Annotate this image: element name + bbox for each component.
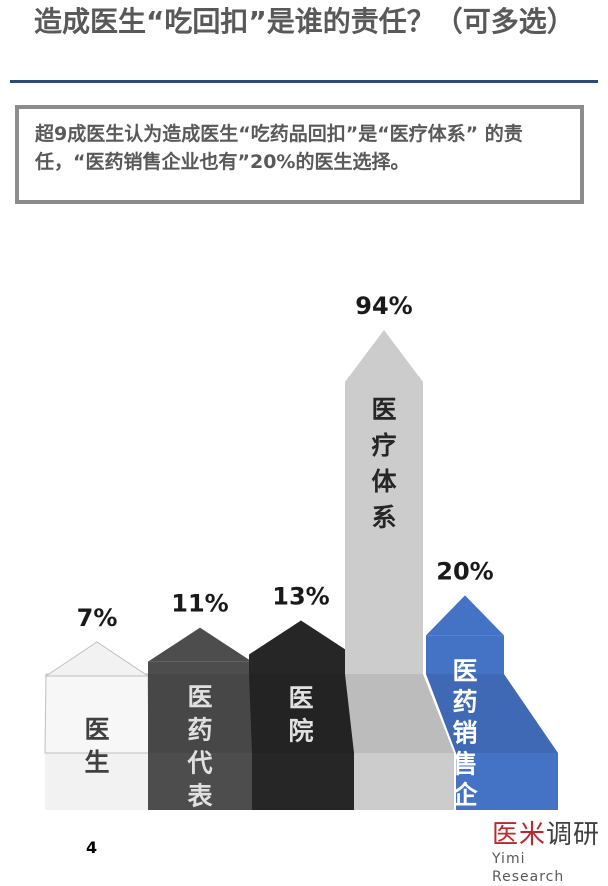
category-label-1-char-0: 医 — [187, 683, 212, 712]
bar-body-3 — [345, 382, 423, 674]
bar-body-4 — [426, 635, 504, 674]
category-label-0-char-0: 医 — [84, 715, 109, 744]
bar-skirt-2 — [249, 674, 356, 753]
category-label-4-char-2: 销 — [452, 718, 477, 747]
bar-plinth-0 — [45, 753, 149, 810]
bar-roof-3 — [345, 330, 423, 382]
bar-skirt-3 — [345, 674, 454, 753]
bar-roof-4 — [426, 595, 504, 636]
bar-roof-0 — [44, 641, 150, 677]
category-label-4-char-4: 企 — [452, 780, 478, 809]
category-label-3-char-3: 系 — [371, 503, 396, 532]
logo-cn: 医米调研 — [492, 820, 602, 850]
category-label-3-char-0: 医 — [371, 395, 396, 424]
bar-plinth-3 — [354, 753, 454, 810]
yimi-logo: 医米调研 Yimi Research — [492, 820, 602, 886]
page-title: 造成医生“吃回扣”是谁的责任？（可多选） — [34, 5, 575, 38]
category-label-0-char-1: 生 — [84, 748, 109, 777]
value-label-1: 11% — [171, 590, 228, 618]
category-label-4-char-0: 医 — [452, 656, 477, 685]
value-label-3: 94% — [355, 292, 412, 320]
bar-roof-2 — [249, 620, 353, 655]
bar-skirt-4 — [426, 674, 558, 753]
category-label-3-char-1: 疗 — [371, 431, 396, 460]
bar-roof-1 — [148, 627, 252, 662]
summary-callout: 超9成医生认为造成医生“吃药品回扣”是“医疗体系” 的责任，“医药销售企业也有”… — [15, 105, 584, 204]
category-label-1-char-3: 表 — [187, 782, 213, 811]
logo-cn-part2: 调研 — [546, 820, 601, 850]
category-label-4-char-3: 售 — [452, 749, 477, 778]
category-label-2-char-1: 院 — [288, 716, 313, 745]
bar-plinth-1 — [148, 753, 252, 810]
category-label-4-char-1: 药 — [452, 687, 477, 716]
category-label-1-char-1: 药 — [187, 716, 212, 745]
page-number: 4 — [86, 838, 98, 857]
bar-skirt-1 — [148, 674, 252, 753]
bar-plinth-2 — [252, 753, 356, 810]
logo-en: Yimi Research — [492, 851, 565, 885]
title-divider — [10, 80, 598, 83]
value-label-0: 7% — [77, 604, 118, 632]
bar-body-1 — [148, 661, 252, 674]
category-label-1-char-2: 代 — [186, 749, 212, 778]
value-label-2: 13% — [272, 582, 329, 610]
logo-cn-part1: 医米 — [492, 820, 547, 850]
bar-body-2 — [249, 654, 353, 674]
value-label-4: 20% — [436, 557, 493, 585]
bar-plinth-4 — [456, 753, 558, 810]
category-label-3-char-2: 体 — [371, 467, 397, 496]
category-label-4-char-5: 业 — [452, 811, 477, 820]
category-label-2-char-0: 医 — [288, 683, 313, 712]
